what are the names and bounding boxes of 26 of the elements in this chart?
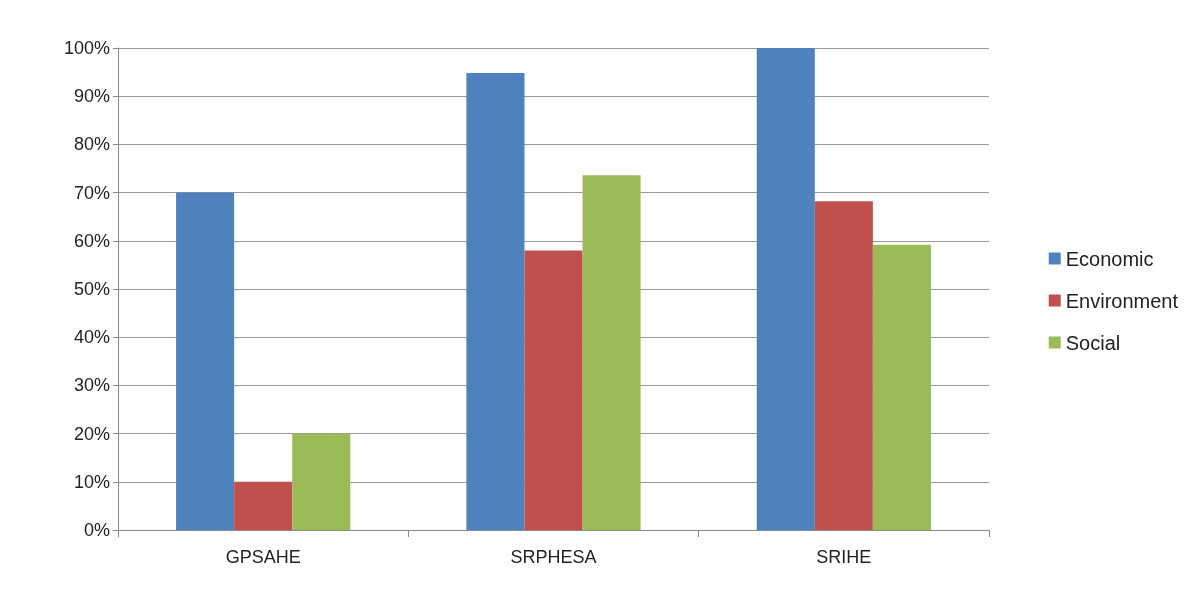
y-tick-label: 60% [73,230,110,251]
bar [582,175,641,530]
y-tick-label: 40% [73,327,110,348]
y-tick-label: 10% [73,471,110,492]
y-tick-label: 50% [73,279,110,299]
y-tick-label: 20% [73,423,110,444]
y-tick-label: 0% [83,520,110,540]
x-tick-label: GPSAHE [225,547,301,567]
legend-label: Environment [1065,289,1179,312]
x-tick-label: SRPHESA [510,547,597,567]
y-tick-label: 70% [73,182,110,203]
bar [872,244,931,530]
bar [756,48,815,530]
y-tick-label: 100% [63,38,110,58]
x-tick-label: SRIHE [816,547,872,567]
y-tick-label: 90% [73,86,110,107]
bar [814,201,873,530]
bar [176,192,235,530]
bar [524,250,583,530]
bar [234,481,293,530]
legend-label: Economic [1065,247,1154,270]
bar [466,73,525,530]
y-tick-label: 30% [73,375,110,396]
legend-label: Social [1065,331,1121,354]
bar [292,433,351,530]
y-tick-label: 80% [73,134,110,155]
